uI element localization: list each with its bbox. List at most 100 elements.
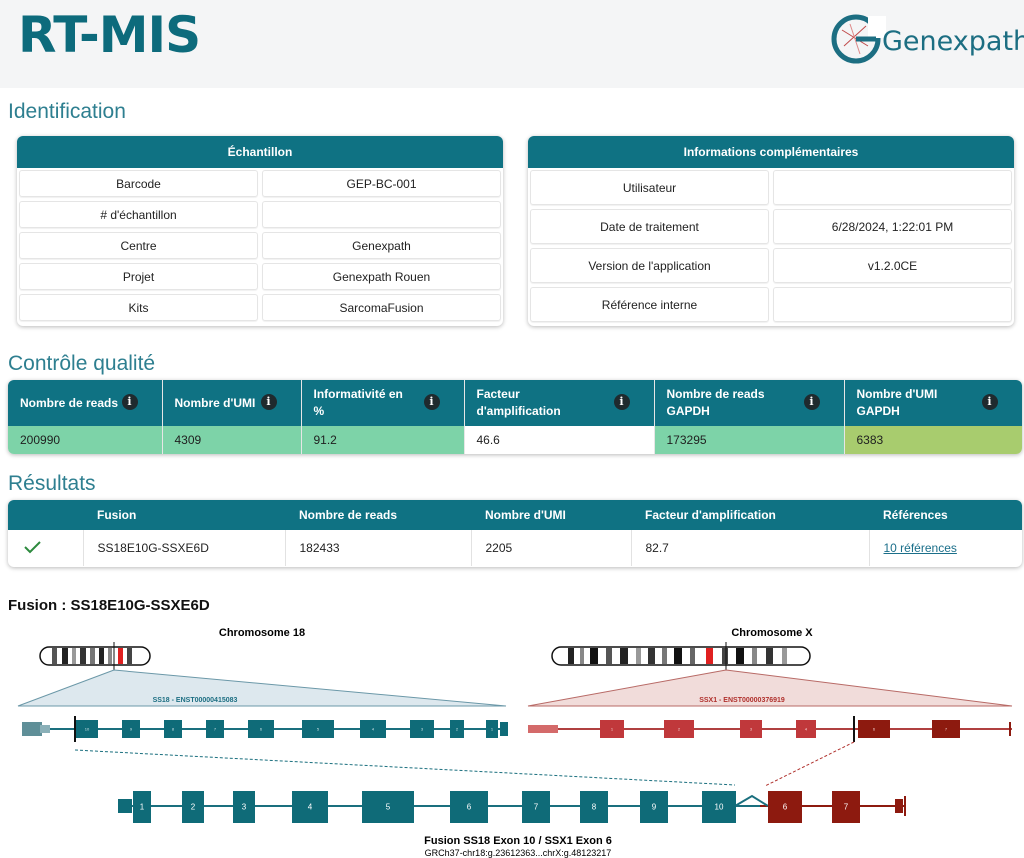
- info-row-label: Date de traitement: [530, 209, 769, 244]
- references-link[interactable]: 10 références: [883, 541, 957, 555]
- qc-header: Nombre d'UMI GAPDH i: [844, 380, 1022, 426]
- fusion-name: SS18E10G-SSXE6D: [83, 530, 286, 566]
- ssx1-transcript-label: SSX1 - ENST00000376919: [699, 697, 785, 704]
- info-row-value: GEP-BC-001: [262, 170, 501, 197]
- exon-label: 5: [317, 726, 320, 731]
- exon-box: [768, 791, 802, 823]
- results-header: Fusion: [83, 500, 285, 530]
- results-card: Fusion Nombre de reads Nombre d'UMI Facteur…: [8, 500, 1022, 567]
- exon-label: 7: [534, 803, 539, 812]
- info-row-value: v1.2.0CE: [773, 248, 1012, 283]
- info-row-label: Centre: [19, 232, 258, 259]
- qc-header-label: Informativité en %: [313, 387, 403, 418]
- exon-label: 9: [130, 726, 133, 731]
- exon-box: [302, 720, 334, 738]
- info-icon[interactable]: i: [121, 394, 138, 410]
- sample-rows: Barcode GEP-BC-001 # d'échantillon Centre Ge…: [17, 168, 503, 325]
- info-icon[interactable]: i: [803, 394, 820, 410]
- extra-info-heading: Informations complémentaires: [528, 136, 1014, 168]
- app-title: RT-MIS: [18, 6, 201, 64]
- info-row: # d'échantillon: [17, 199, 503, 230]
- info-row: Utilisateur: [528, 168, 1014, 207]
- qc-header-label: Nombre d'UMI: [174, 395, 256, 410]
- fusion-amplification: 82.7: [631, 530, 870, 566]
- sample-card-heading: Échantillon: [17, 136, 503, 168]
- exon-box: [740, 720, 762, 738]
- exon-box: [206, 720, 224, 738]
- info-row-label: Kits: [19, 294, 258, 321]
- ss18-breakpoint-connector: [74, 749, 736, 786]
- info-row-label: Référence interne: [530, 287, 769, 322]
- exon-label: 4: [308, 803, 313, 812]
- results-header: Nombre d'UMI: [471, 500, 631, 530]
- exon-label: 1: [491, 726, 494, 731]
- info-icon[interactable]: i: [423, 394, 440, 410]
- fused-transcript: 1 2 3 4 5 6 7 8 9 10 6 7: [118, 791, 906, 823]
- exon-label: 3: [750, 726, 753, 731]
- exon-box: [932, 720, 960, 738]
- exon-label: 6: [467, 803, 472, 812]
- chromosome-18-zoom: [17, 669, 507, 707]
- exon-box: [796, 720, 816, 738]
- info-row-label: Barcode: [19, 170, 258, 197]
- exon-label: 9: [652, 803, 657, 812]
- exon-box: [702, 791, 736, 823]
- exon-box: [292, 791, 328, 823]
- exon-box: [486, 720, 498, 738]
- qc-value: 91.2: [301, 426, 465, 454]
- qc-value: 6383: [844, 426, 1022, 454]
- info-row-value: Genexpath Rouen: [262, 263, 501, 290]
- qc-header: Nombre d'UMI i: [162, 380, 302, 426]
- chromosome-18-label: Chromosome 18: [219, 627, 305, 639]
- qc-header: Informativité en % i: [301, 380, 465, 426]
- results-header: Références: [869, 500, 1022, 530]
- ssx1-gene-track: 1 2 3 4 6 7: [528, 716, 1012, 742]
- exon-box: [182, 791, 204, 823]
- logo-text: Genexpath: [882, 26, 1024, 57]
- exon-box: [600, 720, 624, 738]
- qc-header-label: Nombre de reads: [20, 395, 119, 410]
- exon-label: 7: [214, 726, 217, 731]
- info-icon[interactable]: i: [613, 394, 630, 410]
- exon-label: 1: [140, 803, 145, 812]
- qc-header: Facteur d'amplification i: [464, 380, 655, 426]
- exon-box: [450, 791, 488, 823]
- exon-box: [858, 720, 890, 738]
- fusion-diagram: Chromosome 18 Chromosome X: [17, 627, 1013, 858]
- exon-box: [122, 720, 140, 738]
- results-header: [8, 500, 83, 530]
- exon-box: [360, 720, 386, 738]
- info-row-value: [262, 201, 501, 228]
- chromosome-18-ideogram: [39, 642, 151, 670]
- results-table: Fusion Nombre de reads Nombre d'UMI Facteur…: [8, 500, 1022, 566]
- fusion-umi: 2205: [471, 530, 632, 566]
- info-icon[interactable]: i: [260, 394, 277, 410]
- exon-box: [164, 720, 182, 738]
- exon-box: [450, 720, 464, 738]
- qc-title: Contrôle qualité: [8, 352, 156, 375]
- identification-title: Identification: [8, 100, 126, 123]
- exon-box: [133, 791, 151, 823]
- ss18-gene-track: 10 9 8 7 6 5 4 3 2 1: [22, 716, 508, 742]
- exon-label: 10: [85, 726, 90, 731]
- genexpath-logo: Genexpath: [830, 12, 1024, 68]
- check-icon: [24, 540, 41, 553]
- info-icon[interactable]: i: [981, 394, 998, 410]
- exon-box: [580, 791, 608, 823]
- exon-box: [248, 720, 274, 738]
- ss18-transcript-label: SS18 - ENST00000415083: [153, 697, 238, 704]
- qc-table: Nombre de reads i Nombre d'UMI i Informativi…: [8, 380, 1022, 454]
- status-cell: [8, 530, 84, 566]
- exon-label: 8: [172, 726, 175, 731]
- qc-value: 46.6: [464, 426, 655, 454]
- exon-label: 6: [873, 726, 876, 731]
- genexpath-logo-icon: [831, 14, 886, 64]
- exon-box: [832, 791, 860, 823]
- results-title: Résultats: [8, 472, 96, 495]
- qc-header: Nombre de reads GAPDH i: [654, 380, 845, 426]
- exon-box: [664, 720, 694, 738]
- qc-value: 173295: [654, 426, 845, 454]
- info-row: Centre Genexpath: [17, 230, 503, 261]
- exon-box: [233, 791, 255, 823]
- result-row[interactable]: SS18E10G-SSXE6D 182433 2205 82.7 10 réfé…: [8, 530, 1022, 566]
